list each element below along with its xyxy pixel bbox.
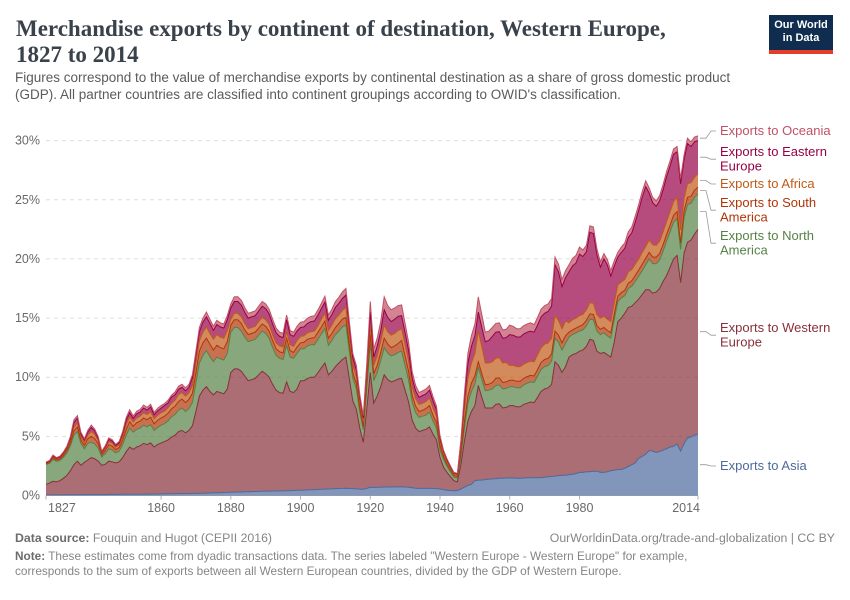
svg-text:1880: 1880 [217,501,245,515]
svg-text:20%: 20% [15,252,40,266]
svg-text:5%: 5% [22,429,40,443]
svg-text:Exports to North: Exports to North [720,228,814,243]
svg-text:1900: 1900 [287,501,315,515]
svg-text:America: America [720,243,768,258]
svg-text:Exports to South: Exports to South [720,195,816,210]
svg-text:Exports to Oceania: Exports to Oceania [720,123,831,138]
svg-text:Exports to Eastern: Exports to Eastern [720,144,827,159]
svg-text:0%: 0% [22,489,40,503]
svg-text:Exports to Africa: Exports to Africa [720,176,815,191]
svg-text:Europe: Europe [720,335,762,350]
svg-text:10%: 10% [15,370,40,384]
svg-text:1860: 1860 [147,501,175,515]
svg-text:Exports to Asia: Exports to Asia [720,458,807,473]
svg-text:Exports to Western: Exports to Western [720,320,830,335]
svg-text:2014: 2014 [672,501,700,515]
svg-text:25%: 25% [15,193,40,207]
svg-text:Europe: Europe [720,159,762,174]
svg-text:1827: 1827 [48,501,76,515]
svg-text:1920: 1920 [356,501,384,515]
svg-text:15%: 15% [15,311,40,325]
svg-text:1980: 1980 [566,501,594,515]
svg-text:30%: 30% [15,134,40,148]
svg-text:America: America [720,210,768,225]
svg-text:1960: 1960 [496,501,524,515]
svg-text:1940: 1940 [426,501,454,515]
